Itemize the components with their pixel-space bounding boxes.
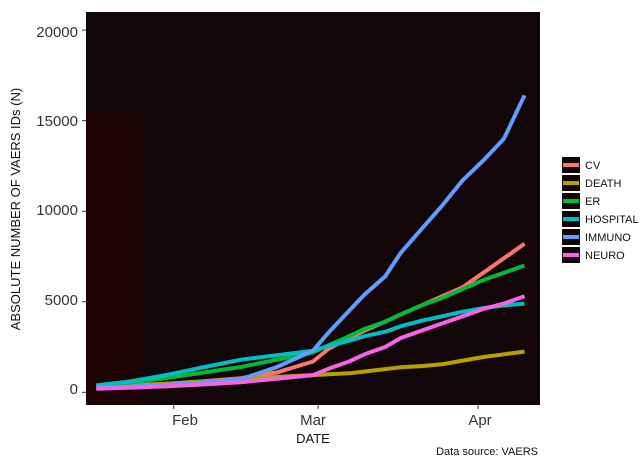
- legend-label-death: DEATH: [585, 178, 622, 190]
- legend-item-cv: CV: [562, 157, 601, 173]
- legend-label-hospital: HOSPITAL: [585, 214, 639, 226]
- y-tick-label: 15000: [36, 113, 78, 130]
- series-line-hospital: [96, 301, 525, 388]
- legend-label-immuno: IMMUNO: [585, 232, 631, 244]
- x-tick-label: Mar: [300, 412, 326, 429]
- series-line-neuro: [96, 294, 526, 391]
- plot-panel: [86, 12, 540, 405]
- legend-item-er: ER: [562, 193, 600, 209]
- legend-label-cv: CV: [585, 160, 601, 172]
- series-line-immuno: [96, 94, 527, 390]
- legend-label-neuro: NEURO: [585, 250, 625, 262]
- x-tick-label: Apr: [468, 412, 491, 429]
- y-axis-title: ABSOLUTE NUMBER OF VAERS IDs (N): [8, 88, 23, 330]
- x-tick-marks: [173, 405, 479, 409]
- x-axis: Feb Mar Apr: [172, 412, 492, 429]
- series-line-er: [96, 263, 526, 388]
- legend-item-death: DEATH: [562, 175, 622, 191]
- x-tick-label: Feb: [172, 412, 198, 429]
- y-tick-label: 20000: [36, 24, 78, 41]
- y-axis: 0 5000 10000 15000 20000: [36, 24, 78, 398]
- legend: CV DEATH ER HOSPITAL IMMUNO NEURO: [558, 153, 640, 269]
- legend-item-immuno: IMMUNO: [562, 229, 631, 245]
- data-source-caption: Data source: VAERS: [436, 446, 538, 458]
- y-tick-label: 10000: [36, 202, 78, 219]
- legend-item-neuro: NEURO: [562, 247, 625, 263]
- series-lines: [96, 94, 527, 391]
- y-tick-label: 5000: [45, 292, 78, 309]
- y-tick-marks: [82, 29, 86, 393]
- legend-item-hospital: HOSPITAL: [562, 211, 639, 227]
- y-tick-label: 0: [70, 381, 78, 398]
- panel-shade: [86, 113, 142, 405]
- x-axis-title: DATE: [296, 431, 330, 446]
- legend-label-er: ER: [585, 196, 600, 208]
